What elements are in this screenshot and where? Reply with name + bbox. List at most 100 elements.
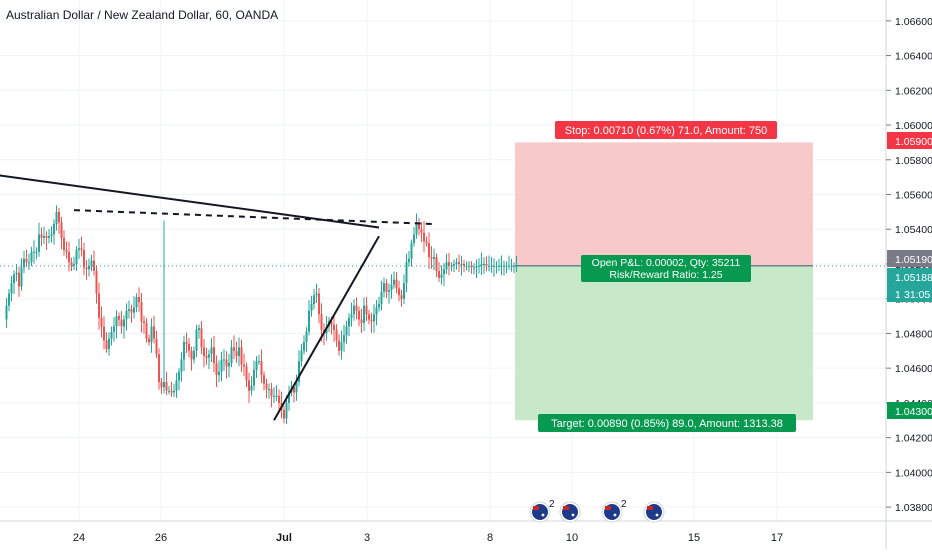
candle-body [138,296,140,303]
candle-body [150,326,153,343]
price-axis[interactable]: 1.06600 1.06400 1.06200 1.06000 1.05800 1.056… [885,0,932,550]
candle-body [255,361,258,370]
candle-body [35,251,38,253]
support-trendline[interactable] [273,235,380,421]
candle-body [163,382,165,388]
countdown-label: 31:05 [904,289,930,301]
candle-body [235,350,238,357]
candle-body [440,274,443,278]
flag-union-mark [605,506,611,510]
candle-body [400,295,403,299]
event-count: 2 [549,499,555,510]
candle-body [490,265,493,267]
candle-body [203,347,205,357]
candle-body [125,310,128,320]
nz-flag-icon[interactable]: 2 [601,499,627,523]
candle-body [510,265,513,267]
candle-body [240,347,243,365]
candle-body [498,265,500,267]
resistance-trendline[interactable] [0,174,380,229]
candle-body [68,251,70,263]
candle-body [388,290,390,292]
time-tick-label: 15 [688,532,700,544]
candle-body [443,269,445,275]
candle-body [135,296,138,308]
candle-body [395,279,398,289]
candle-body [270,389,273,396]
candle-body [338,340,340,351]
candle-body [40,234,43,238]
candle-body [375,307,378,315]
target-zone[interactable] [515,265,813,421]
candle-body [463,263,465,266]
candle-body [285,402,288,419]
candle-body [475,265,478,268]
candle-body [100,317,103,327]
candle-body [128,309,130,311]
candle-body [435,257,438,271]
candle-body [205,356,208,358]
entry-price-label: 1.05190 [895,254,932,266]
candle-body [173,390,175,393]
candle-body [355,305,358,311]
candle-body [113,326,115,332]
candle-body [183,342,185,360]
candle-body [330,321,333,325]
candle-body [185,342,188,344]
candle-body [410,243,413,259]
candle-body [360,319,363,324]
flag-union-mark [533,506,539,510]
candle-body [225,359,228,367]
candle-body [78,248,80,251]
horizontal-dashed-line[interactable] [73,209,435,226]
time-axis[interactable]: 24 26 Jul 3 8 10 15 17 [0,520,932,544]
candle-body [505,265,508,267]
candle-body [23,258,25,268]
price-tick-label: 1.04800 [895,328,932,340]
candle-body [175,380,178,391]
candle-body [218,371,220,376]
candle-body [10,283,13,294]
candle-body [50,234,53,237]
candle-body [155,338,158,355]
price-tick-label: 1.04200 [895,433,932,445]
candle-body [415,222,418,235]
price-tick-label: 1.03800 [895,502,932,514]
stop-zone[interactable] [515,142,813,266]
candle-body [238,347,240,357]
target-label-box[interactable]: Target: 0.00890 (0.85%) 89.0, Amount: 13… [538,414,796,432]
candle-body [278,395,280,403]
price-tick-label: 1.06600 [895,16,932,28]
candle-body [63,237,65,251]
pl-label-box[interactable]: Open P&L: 0.00002, Qty: 35211 Risk/Rewar… [581,255,751,282]
candle-body [18,272,20,287]
candle-body [233,347,235,351]
candle-body [158,354,160,383]
candle-body [200,328,203,348]
candle-body [265,383,268,390]
candle-body [220,359,223,372]
candle-body [370,319,373,322]
candle-body [215,362,218,376]
candle-body [168,390,170,392]
candle-body [473,267,475,269]
candle-body [83,250,85,268]
candle-body [223,359,225,361]
candle-body [48,236,50,238]
candle-body [208,354,210,358]
candle-body [170,390,173,393]
candle-body [43,236,45,238]
candle-body [258,361,260,363]
time-tick-label: 10 [566,532,578,544]
au-flag-icon[interactable] [643,501,665,523]
au-flag-icon[interactable] [559,501,581,523]
candle-body [335,329,338,341]
price-tick-label: 1.05800 [895,155,932,167]
candle-body [88,265,90,270]
au-flag-icon[interactable]: 2 [529,499,555,523]
time-tick-label: 8 [487,532,493,544]
stop-label-box[interactable]: Stop: 0.00710 (0.67%) 71.0, Amount: 750 [555,121,777,139]
